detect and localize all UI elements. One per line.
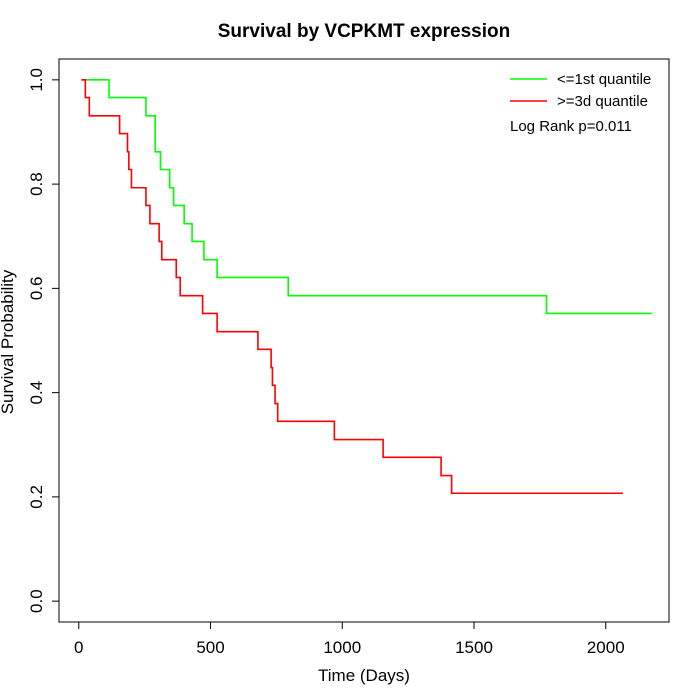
y-tick-label: 0.8: [27, 172, 46, 196]
x-axis-title: Time (Days): [318, 666, 410, 685]
y-axis: 0.0 0.2 0.4 0.6 0.8 1.0: [27, 68, 60, 613]
y-tick-label: 0.2: [27, 485, 46, 509]
series-layer: [81, 79, 652, 495]
x-tick-label: 2000: [587, 638, 625, 657]
legend: <=1st quantile >=3d quantile: [510, 71, 651, 110]
plot-frame: [58, 58, 670, 623]
survival-curve-low-quantile: [81, 79, 652, 315]
survival-curve-high-quantile: [81, 79, 623, 495]
chart-title: Survival by VCPKMT expression: [218, 21, 511, 42]
x-axis: 0 500 1000 1500 2000: [74, 621, 625, 657]
x-tick-label: 1000: [323, 638, 361, 657]
x-tick-label: 500: [196, 638, 224, 657]
y-tick-label: 0.0: [27, 589, 46, 613]
x-tick-label: 0: [74, 638, 83, 657]
y-tick-label: 0.4: [27, 381, 46, 405]
x-tick-label: 1500: [455, 638, 493, 657]
y-tick-label: 1.0: [27, 68, 46, 92]
legend-label-low-quantile: <=1st quantile: [557, 71, 651, 88]
log-rank-annotation: Log Rank p=0.011: [510, 118, 632, 135]
legend-label-high-quantile: >=3d quantile: [557, 93, 648, 110]
y-axis-title: Survival Probability: [0, 269, 17, 414]
y-tick-label: 0.6: [27, 277, 46, 301]
